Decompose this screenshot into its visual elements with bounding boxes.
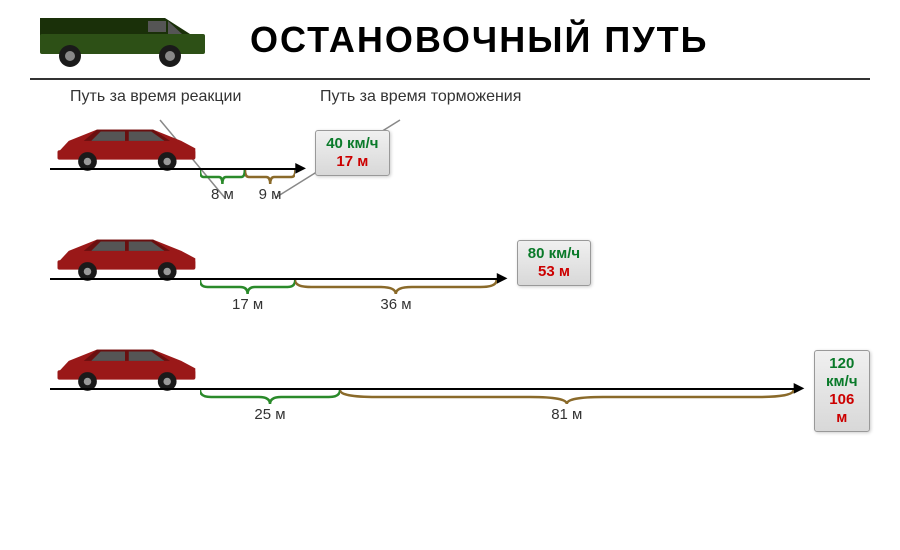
info-speed: 80 км/ч: [528, 245, 580, 263]
info-total: 53 м: [528, 263, 580, 281]
arrow-end: ▶: [295, 159, 306, 176]
scenario-row-0: ▶ 8 м 9 м 40 км/ч 17 м: [30, 118, 870, 228]
braking-dist: 9 м: [245, 186, 295, 203]
label-reaction: Путь за время реакции: [70, 88, 241, 106]
scenario-row-2: ▶ 25 м 81 м 120 км/ч 106 м: [30, 338, 870, 448]
labels-row: Путь за время реакции Путь за время торм…: [30, 88, 870, 118]
scenario-row-1: ▶ 17 м 36 м 80 км/ч 53 м: [30, 228, 870, 338]
info-total: 106 м: [825, 391, 859, 427]
braking-dist: 36 м: [295, 296, 497, 313]
info-speed: 120 км/ч: [825, 355, 859, 391]
arrow-end: ▶: [497, 269, 508, 286]
braking-dist: 81 м: [340, 406, 794, 423]
page-title: ОСТАНОВОЧНЫЙ ПУТЬ: [250, 19, 708, 61]
divider: [30, 78, 870, 80]
info-total: 17 м: [326, 153, 378, 171]
reaction-dist: 25 м: [200, 406, 340, 423]
header-van-icon: [30, 10, 210, 70]
info-speed: 40 км/ч: [326, 135, 378, 153]
reaction-dist: 17 м: [200, 296, 295, 313]
info-box: 120 км/ч 106 м: [814, 350, 870, 432]
diagram-area: ▶ 8 м 9 м 40 км/ч 17 м ▶ 17 м 36 м: [30, 118, 870, 448]
label-braking: Путь за время торможения: [320, 88, 521, 106]
reaction-dist: 8 м: [200, 186, 245, 203]
arrow-end: ▶: [794, 379, 805, 396]
info-box: 80 км/ч 53 м: [517, 240, 591, 286]
info-box: 40 км/ч 17 м: [315, 130, 389, 176]
